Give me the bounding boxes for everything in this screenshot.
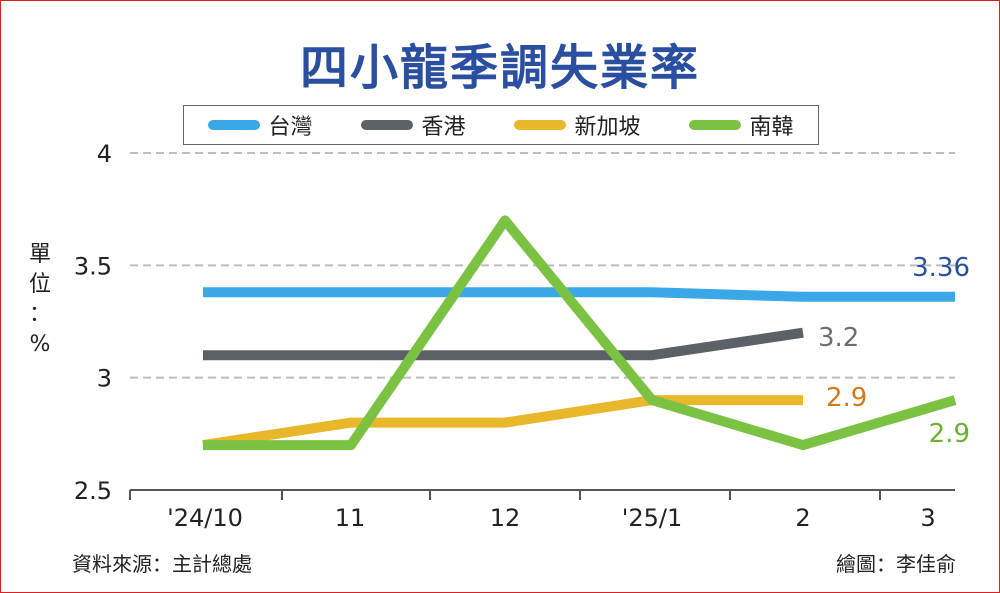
legend-swatch-hongkong: [361, 120, 414, 130]
legend-item-hongkong: 香港: [361, 109, 466, 141]
end-label-hongkong: 3.2: [818, 323, 859, 353]
series-line-hongkong: [203, 327, 804, 361]
y-tick-label: 3: [97, 365, 112, 393]
y-unit-label: 單 位 ： %: [25, 240, 55, 360]
legend: 台灣 香港 新加坡 南韓: [183, 105, 819, 145]
end-labels: 3.36 3.2 2.9 2.9: [818, 253, 970, 449]
legend-swatch-taiwan: [208, 120, 261, 130]
legend-swatch-korea: [689, 120, 742, 130]
series-line-korea: [203, 215, 957, 451]
end-label-taiwan: 3.36: [912, 253, 970, 283]
x-tick-label: 3: [920, 504, 935, 532]
legend-item-taiwan: 台灣: [208, 109, 313, 141]
legend-item-korea: 南韓: [689, 109, 794, 141]
x-tick-label: 12: [490, 504, 521, 532]
end-label-korea: 2.9: [929, 419, 970, 449]
credit-note: 繪圖：李佳俞: [836, 552, 956, 576]
y-tick-label: 2.5: [74, 477, 112, 505]
y-unit-char: ：: [28, 302, 51, 327]
y-axis-ticks: 2.5 3 3.5 4: [74, 140, 112, 505]
legend-label-korea: 南韓: [749, 115, 794, 140]
legend-item-singapore: 新加坡: [514, 109, 641, 141]
source-note: 資料來源：主計總處: [72, 552, 252, 576]
x-tick-label: 2: [795, 504, 810, 532]
series-lines: [202, 215, 957, 451]
x-tick-label: '25/1: [622, 504, 683, 532]
legend-label-hongkong: 香港: [421, 115, 466, 140]
y-unit-char: 位: [28, 272, 51, 297]
legend-swatch-singapore: [514, 120, 567, 130]
y-unit-char: %: [29, 332, 51, 357]
series-line-taiwan: [203, 287, 955, 302]
chart-title: 四小龍季調失業率: [299, 40, 700, 96]
grid: [130, 152, 955, 491]
end-label-singapore: 2.9: [826, 383, 867, 413]
y-tick-label: 3.5: [74, 252, 112, 280]
series-line-singapore: [202, 395, 803, 451]
y-tick-label: 4: [97, 140, 112, 168]
x-tick-label: '24/10: [167, 504, 243, 532]
x-tick-label: 11: [335, 504, 366, 532]
y-unit-char: 單: [28, 242, 51, 267]
legend-label-singapore: 新加坡: [574, 115, 641, 140]
x-axis: '24/10 11 12 '25/1 2 3: [129, 490, 936, 532]
legend-label-taiwan: 台灣: [268, 115, 313, 140]
